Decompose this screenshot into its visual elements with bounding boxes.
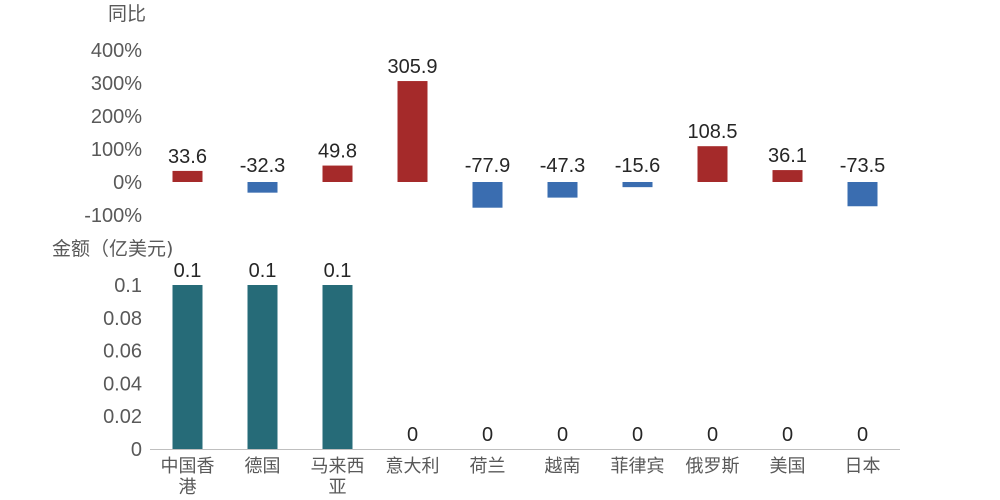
yoy-data-label: -32.3 <box>240 155 286 177</box>
amount-y-tick: 0.1 <box>114 275 142 297</box>
amount-bars <box>172 285 353 449</box>
yoy-bar-chart: 同比 -100% 0% 100% 200% 300% 400% 33.6 -32.3 49.8… <box>84 3 885 227</box>
category-label: 越南 <box>545 456 581 477</box>
amount-data-label: 0.1 <box>174 260 202 282</box>
amount-bar <box>172 285 203 449</box>
category-label: 菲律宾 <box>611 456 665 477</box>
yoy-bar <box>847 182 878 207</box>
category-label: 日本 <box>845 456 881 477</box>
amount-data-label: 0 <box>707 424 718 446</box>
yoy-y-tick: 0% <box>113 172 142 194</box>
amount-data-label: 0 <box>632 424 643 446</box>
yoy-y-tick: 300% <box>91 73 142 95</box>
yoy-data-label: -47.3 <box>540 155 586 177</box>
amount-data-label: 0.1 <box>249 260 277 282</box>
amount-y-tick: 0.06 <box>103 341 142 363</box>
yoy-bars <box>172 81 878 208</box>
amount-data-label: 0 <box>857 424 868 446</box>
category-label: 中国香港 <box>161 456 215 498</box>
amount-data-label: 0 <box>407 424 418 446</box>
yoy-bar <box>172 170 203 182</box>
category-label: 德国 <box>245 456 281 477</box>
yoy-bar <box>472 182 503 208</box>
amount-bar-chart: 金额（亿美元) 00.020.040.060.080.1 0.1 0.1 0.10 0… <box>52 238 900 498</box>
yoy-data-label: 108.5 <box>687 121 737 143</box>
category-label: 美国 <box>770 456 806 477</box>
amount-data-label: 0 <box>482 424 493 446</box>
yoy-data-label: 49.8 <box>318 141 357 163</box>
yoy-bar <box>322 165 353 182</box>
yoy-y-ticks: -100% 0% 100% 200% 300% 400% <box>84 40 142 227</box>
amount-y-tick: 0.04 <box>103 373 142 395</box>
yoy-y-tick: 400% <box>91 40 142 62</box>
yoy-bar <box>772 170 803 182</box>
amount-axis-title: 金额（亿美元) <box>52 238 173 260</box>
yoy-axis-title: 同比 <box>108 3 146 25</box>
yoy-y-tick: 100% <box>91 139 142 161</box>
yoy-y-tick: -100% <box>84 205 142 227</box>
yoy-data-label: 36.1 <box>768 145 807 167</box>
amount-y-tick: 0 <box>131 439 142 461</box>
amount-y-tick: 0.02 <box>103 406 142 428</box>
amount-data-labels: 0.1 0.1 0.1 0 0 0 0 0 0 0 <box>174 260 868 446</box>
yoy-y-tick: 200% <box>91 106 142 128</box>
category-label: 意大利 <box>386 456 440 477</box>
yoy-bar <box>697 146 728 182</box>
amount-bar <box>247 285 278 449</box>
amount-data-label: 0 <box>557 424 568 446</box>
yoy-bar <box>622 182 653 188</box>
yoy-bar <box>247 182 278 193</box>
yoy-data-label: -73.5 <box>840 155 886 177</box>
category-label: 俄罗斯 <box>686 456 740 477</box>
amount-y-ticks: 0 0.02 0.04 0.06 0.08 0.1 <box>103 275 142 461</box>
amount-y-tick: 0.08 <box>103 308 142 330</box>
category-label: 马来西亚 <box>311 456 365 498</box>
amount-data-label: 0.1 <box>324 260 352 282</box>
yoy-data-labels: 33.6 -32.3 49.8 305.9 -77.9 -47.3 -15.6 108.5 36… <box>168 56 885 177</box>
yoy-data-label: -15.6 <box>615 155 661 177</box>
yoy-data-label: 305.9 <box>387 56 437 78</box>
yoy-bar <box>547 182 578 198</box>
yoy-bar <box>397 81 428 182</box>
yoy-data-label: 33.6 <box>168 146 207 168</box>
yoy-data-label: -77.9 <box>465 155 511 177</box>
amount-bar <box>322 285 353 449</box>
category-label: 荷兰 <box>470 456 506 477</box>
amount-data-label: 0 <box>782 424 793 446</box>
